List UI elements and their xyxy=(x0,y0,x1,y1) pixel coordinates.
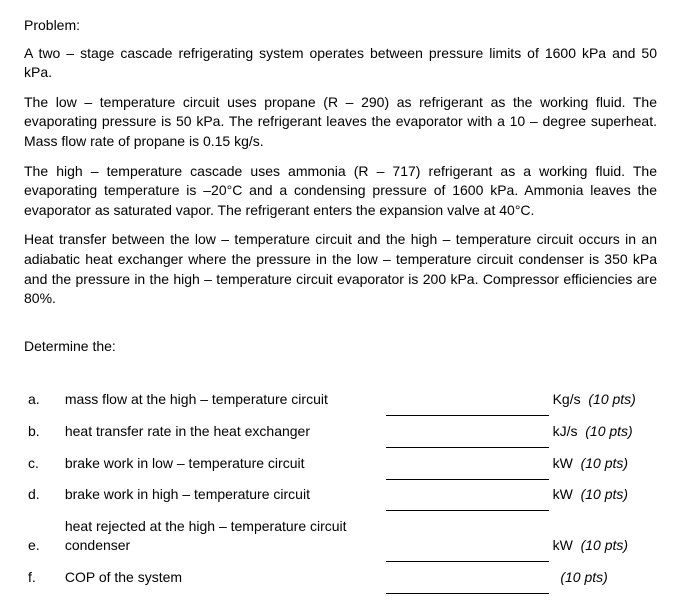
question-unit: kW (10 pts) xyxy=(549,479,657,511)
question-label: heat rejected at the high – temperature … xyxy=(61,511,386,562)
answer-blank xyxy=(386,511,549,562)
question-label: brake work in high – temperature circuit xyxy=(61,479,386,511)
paragraph-4: Heat transfer between the low – temperat… xyxy=(24,230,657,308)
question-row: b. heat transfer rate in the heat exchan… xyxy=(24,416,657,448)
question-row: e. heat rejected at the high – temperatu… xyxy=(24,511,657,562)
answer-blank xyxy=(386,384,549,416)
question-letter: b. xyxy=(24,416,61,448)
problem-heading: Problem: xyxy=(24,16,657,36)
question-label: COP of the system xyxy=(61,562,386,594)
question-unit: (10 pts) xyxy=(549,562,657,594)
question-letter: f. xyxy=(24,562,61,594)
answer-blank xyxy=(386,448,549,480)
questions-table: a. mass flow at the high – temperature c… xyxy=(24,384,657,594)
question-unit: Kg/s (10 pts) xyxy=(549,384,657,416)
question-row: c. brake work in low – temperature circu… xyxy=(24,448,657,480)
question-unit: kJ/s (10 pts) xyxy=(549,416,657,448)
answer-blank xyxy=(386,562,549,594)
question-letter: d. xyxy=(24,479,61,511)
question-label: brake work in low – temperature circuit xyxy=(61,448,386,480)
question-unit: kW (10 pts) xyxy=(549,511,657,562)
question-row: a. mass flow at the high – temperature c… xyxy=(24,384,657,416)
question-label: heat transfer rate in the heat exchanger xyxy=(61,416,386,448)
paragraph-2: The low – temperature circuit uses propa… xyxy=(24,93,657,152)
answer-blank xyxy=(386,416,549,448)
question-row: d. brake work in high – temperature circ… xyxy=(24,479,657,511)
paragraph-1: A two – stage cascade refrigerating syst… xyxy=(24,44,657,83)
question-row: f. COP of the system (10 pts) xyxy=(24,562,657,594)
question-unit: kW (10 pts) xyxy=(549,448,657,480)
question-letter: c. xyxy=(24,448,61,480)
question-letter: e. xyxy=(24,511,61,562)
answer-blank xyxy=(386,479,549,511)
paragraph-3: The high – temperature cascade uses ammo… xyxy=(24,162,657,221)
determine-heading: Determine the: xyxy=(24,337,657,357)
question-letter: a. xyxy=(24,384,61,416)
question-label: mass flow at the high – temperature circ… xyxy=(61,384,386,416)
